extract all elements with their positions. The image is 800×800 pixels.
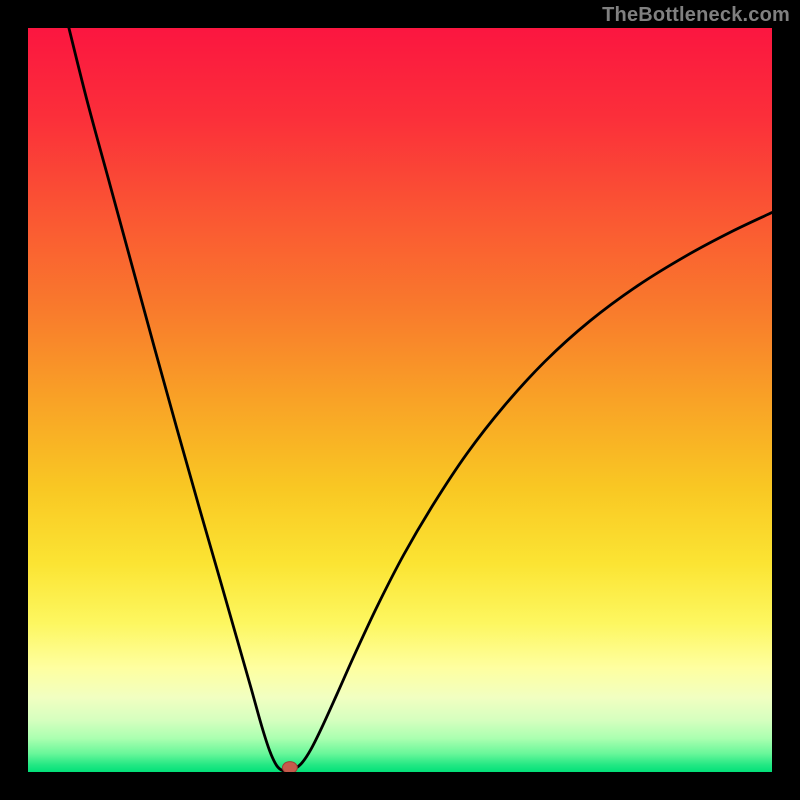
bottleneck-curve [69, 28, 772, 771]
plot-area [28, 28, 772, 772]
minimum-marker [282, 762, 297, 772]
chart-container: TheBottleneck.com [0, 0, 800, 800]
curve-layer [28, 28, 772, 772]
attribution-label: TheBottleneck.com [602, 4, 790, 27]
